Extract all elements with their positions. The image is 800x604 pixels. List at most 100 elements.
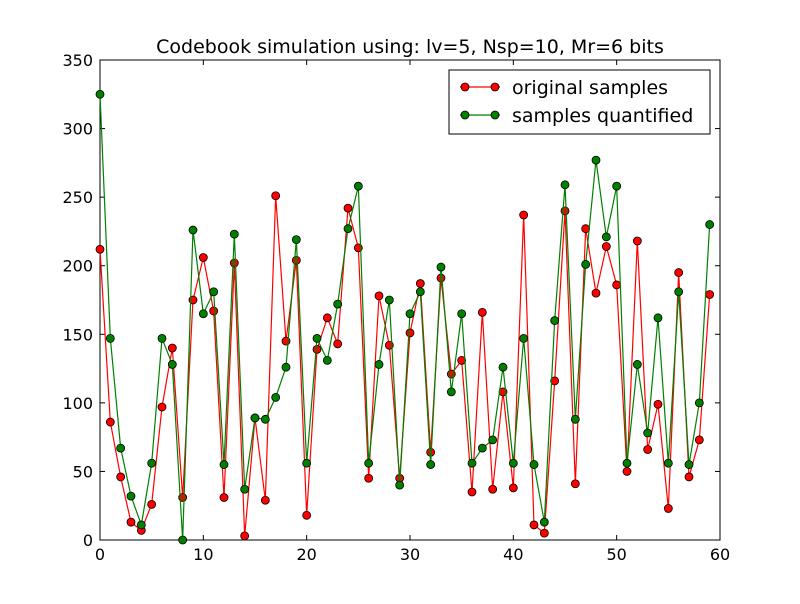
data-point [260, 495, 270, 505]
data-point [302, 510, 312, 520]
x-tick-label: 0 [95, 545, 105, 564]
data-point [364, 458, 374, 468]
data-point [663, 504, 673, 513]
data-point [219, 493, 229, 502]
data-point [446, 387, 456, 397]
legend: original samples samples quantified [448, 69, 711, 135]
data-point [116, 472, 126, 482]
data-point [95, 244, 105, 254]
data-point [167, 343, 177, 353]
data-point [229, 229, 239, 239]
data-point [333, 299, 343, 309]
x-tick-label: 50 [606, 545, 626, 564]
data-point [601, 242, 611, 251]
data-point [601, 232, 611, 242]
data-point [395, 480, 405, 490]
x-tick-label: 20 [296, 545, 316, 564]
series-line [99, 94, 711, 541]
y-tick-label: 150 [62, 325, 93, 344]
data-point [591, 288, 601, 298]
data-point [643, 428, 653, 438]
data-point [209, 287, 219, 297]
data-point [622, 467, 632, 476]
data-point [663, 458, 673, 468]
legend-marker [460, 82, 470, 92]
data-point [477, 443, 487, 453]
data-point [374, 360, 384, 369]
y-tick-label: 300 [62, 120, 93, 139]
y-axis-ticks: 0 50 100 150 200 250 300 350 [62, 51, 720, 550]
y-tick-label: 100 [62, 394, 93, 413]
data-point [250, 413, 260, 423]
data-point [116, 443, 126, 453]
data-point [240, 531, 250, 541]
data-point [322, 313, 332, 323]
data-point [271, 191, 281, 201]
data-point [136, 520, 146, 530]
series-layer [95, 89, 715, 545]
data-point [684, 472, 694, 482]
data-point [488, 435, 498, 445]
x-tick-label: 40 [503, 545, 523, 564]
legend-box [448, 69, 711, 135]
data-point [312, 333, 322, 343]
y-tick-label: 0 [83, 531, 93, 550]
data-point [674, 268, 684, 277]
data-point [539, 517, 549, 527]
data-point [126, 491, 136, 501]
data-point [260, 414, 270, 424]
data-point [550, 376, 560, 386]
data-point [519, 333, 529, 343]
legend-marker [490, 110, 500, 120]
data-point [457, 309, 467, 319]
data-point [694, 435, 704, 445]
legend-label: samples quantified [512, 105, 693, 127]
data-point [229, 258, 239, 268]
data-point [467, 487, 477, 497]
data-point [674, 287, 684, 297]
data-point [374, 291, 384, 301]
data-point [508, 483, 518, 493]
data-point [364, 473, 374, 483]
data-point [147, 458, 157, 468]
data-point [312, 344, 322, 354]
data-point [643, 445, 653, 454]
data-point [240, 484, 250, 494]
data-point [219, 460, 229, 469]
data-point [302, 458, 312, 468]
data-point [612, 181, 622, 191]
x-axis-ticks: 0 10 20 30 40 50 60 [95, 60, 730, 564]
data-point [560, 206, 570, 216]
legend-marker [490, 82, 500, 92]
data-point [539, 528, 549, 538]
data-point [632, 236, 642, 246]
data-point [570, 414, 580, 424]
data-point [178, 535, 188, 545]
data-point [291, 255, 301, 265]
data-point [415, 287, 425, 297]
data-point [333, 339, 343, 349]
series-samples-quantified [95, 89, 715, 545]
data-point [405, 328, 415, 338]
data-point [467, 458, 477, 468]
plot-area [99, 59, 721, 541]
y-tick-label: 200 [62, 257, 93, 276]
data-point [705, 290, 715, 299]
data-point [653, 313, 663, 323]
x-tick-label: 10 [193, 545, 213, 564]
data-point [436, 262, 446, 272]
data-point [147, 499, 157, 509]
data-point [157, 402, 167, 412]
y-tick-label: 250 [62, 188, 93, 207]
data-point [209, 306, 219, 316]
data-point [126, 517, 136, 527]
data-point [343, 203, 353, 213]
data-point [457, 355, 467, 365]
data-point [519, 210, 529, 220]
legend-marker [460, 110, 470, 120]
data-point [612, 280, 622, 290]
data-point [157, 333, 167, 343]
data-point [622, 458, 632, 468]
data-point [591, 155, 601, 165]
